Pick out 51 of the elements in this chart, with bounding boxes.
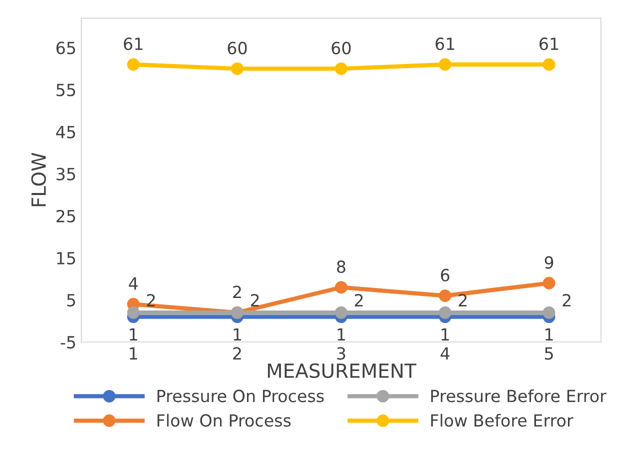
legend-label: Pressure Before Error xyxy=(431,389,606,402)
data-label: 9 xyxy=(544,256,554,269)
data-label: 61 xyxy=(436,38,454,50)
y-tick-label: 25 xyxy=(56,210,76,222)
data-label: 1 xyxy=(546,328,553,341)
data-label: 1 xyxy=(338,328,345,341)
point xyxy=(542,58,556,71)
y-tick-label: 15 xyxy=(57,252,76,264)
data-label: 61 xyxy=(124,38,142,50)
data-label: 2 xyxy=(147,294,155,306)
data-label: 2 xyxy=(250,294,259,306)
data-label: 61 xyxy=(540,38,558,50)
point xyxy=(542,306,556,319)
x-axis-title: MEASUREMENT xyxy=(268,363,416,378)
point xyxy=(334,306,348,319)
data-label: 4 xyxy=(128,277,138,290)
data-label: 1 xyxy=(130,328,138,341)
point xyxy=(334,281,348,294)
y-axis-title: FLOW xyxy=(31,152,46,206)
point xyxy=(127,306,140,319)
data-label: 2 xyxy=(233,286,241,298)
point xyxy=(127,58,140,71)
data-label: 60 xyxy=(332,42,351,54)
legend-label: Flow On Process xyxy=(158,414,291,427)
point xyxy=(231,62,244,75)
point xyxy=(438,290,452,302)
x-tick-label: 3 xyxy=(337,347,346,360)
data-label: 2 xyxy=(458,294,467,306)
y-tick-label: 55 xyxy=(56,84,76,96)
y-tick-label: 65 xyxy=(56,42,76,54)
x-tick-label: 4 xyxy=(440,347,450,360)
x-tick-label: 2 xyxy=(233,347,241,360)
data-label: 8 xyxy=(337,260,346,273)
y-tick-label: 45 xyxy=(56,126,76,138)
legend-label: Flow Before Error xyxy=(431,414,574,427)
point xyxy=(334,62,348,75)
data-label: 60 xyxy=(228,42,247,54)
data-label: 2 xyxy=(354,294,363,306)
point xyxy=(542,276,556,290)
data-label: 6 xyxy=(440,268,450,282)
point xyxy=(438,306,452,319)
y-tick-label: -5 xyxy=(60,336,76,349)
y-tick-label: 35 xyxy=(56,168,76,180)
x-tick-label: 1 xyxy=(130,347,138,360)
y-tick-label: 5 xyxy=(67,294,76,307)
data-label: 1 xyxy=(234,328,242,341)
data-label: 2 xyxy=(562,294,570,306)
point xyxy=(438,58,452,71)
x-tick-label: 5 xyxy=(544,347,553,360)
data-label: 1 xyxy=(442,328,449,341)
legend-label: Pressure On Process xyxy=(158,390,324,402)
